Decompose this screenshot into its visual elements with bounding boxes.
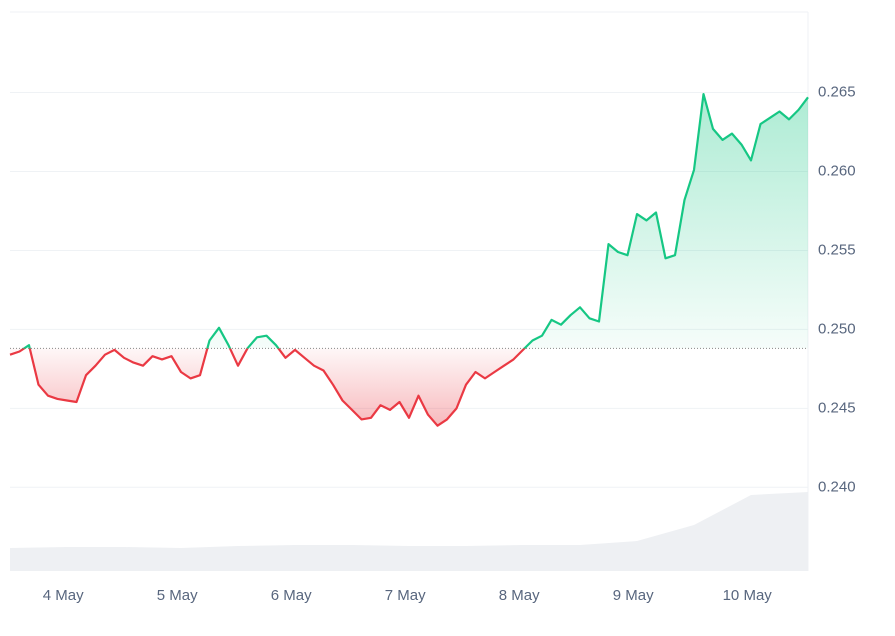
y-tick-label: 0.255	[818, 241, 856, 258]
y-tick-label: 0.260	[818, 162, 856, 179]
x-tick-label: 4 May	[43, 587, 84, 604]
y-tick-label: 0.250	[818, 320, 856, 337]
y-tick-label: 0.265	[818, 84, 856, 101]
y-tick-label: 0.245	[818, 399, 856, 416]
x-tick-label: 9 May	[613, 587, 654, 604]
x-tick-label: 5 May	[157, 587, 198, 604]
x-tick-label: 10 May	[723, 587, 773, 604]
price-line	[9, 93, 809, 427]
price-area	[10, 94, 808, 426]
x-tick-label: 6 May	[271, 587, 312, 604]
y-tick-label: 0.240	[818, 478, 856, 495]
x-tick-label: 8 May	[499, 587, 540, 604]
x-tick-label: 7 May	[385, 587, 426, 604]
volume-area	[10, 492, 808, 571]
